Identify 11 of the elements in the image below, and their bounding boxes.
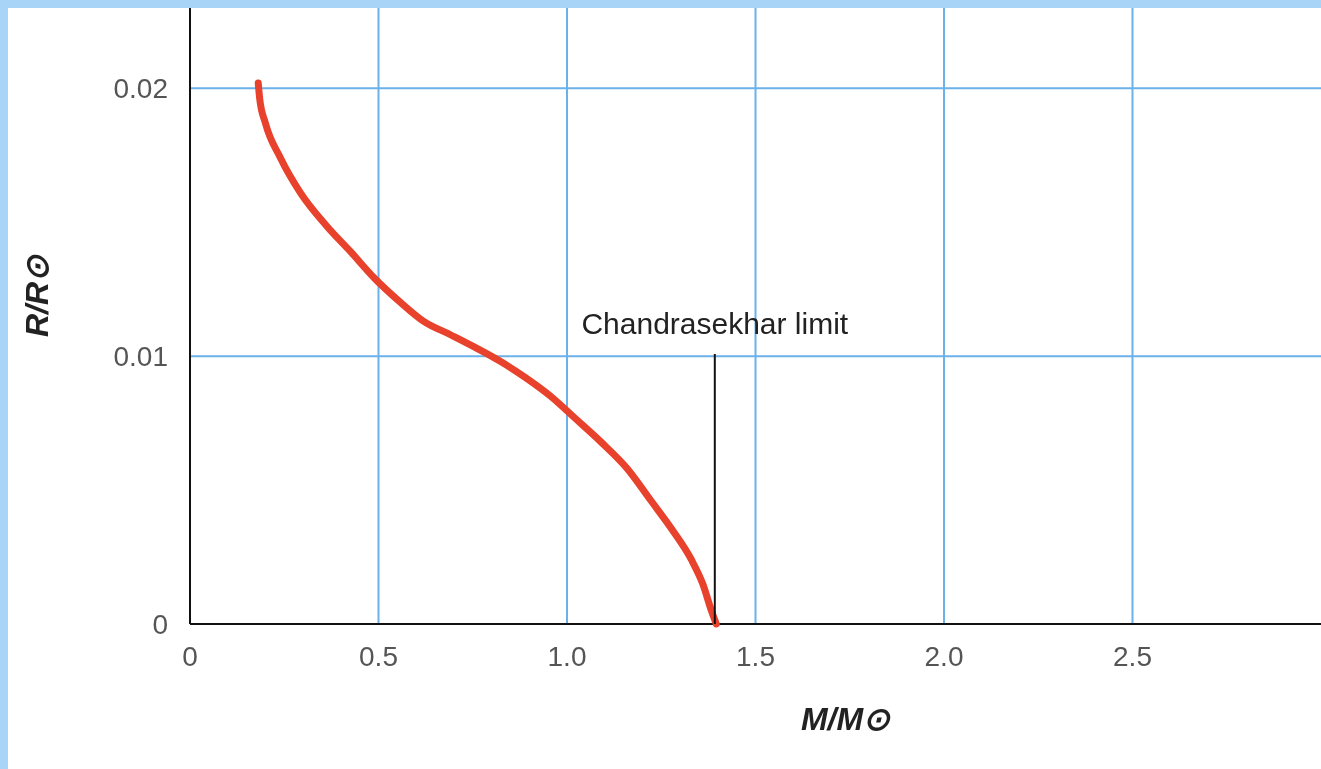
y-axis-title: R/R⊙ (19, 253, 55, 338)
x-tick-label: 0 (182, 641, 198, 672)
x-tick-label: 2.0 (924, 641, 964, 672)
y-tick-label: 0.02 (113, 73, 168, 105)
x-tick-label: 1.5 (736, 641, 775, 672)
y-tick-label: 0.01 (113, 341, 168, 373)
x-axis-title: M/M⊙ (800, 701, 892, 737)
x-tick-label: 0.5 (359, 641, 398, 672)
x-tick-label: 2.5 (1113, 641, 1152, 672)
x-tick-label: 1.0 (547, 641, 587, 672)
y-tick-label: 0 (152, 609, 168, 640)
